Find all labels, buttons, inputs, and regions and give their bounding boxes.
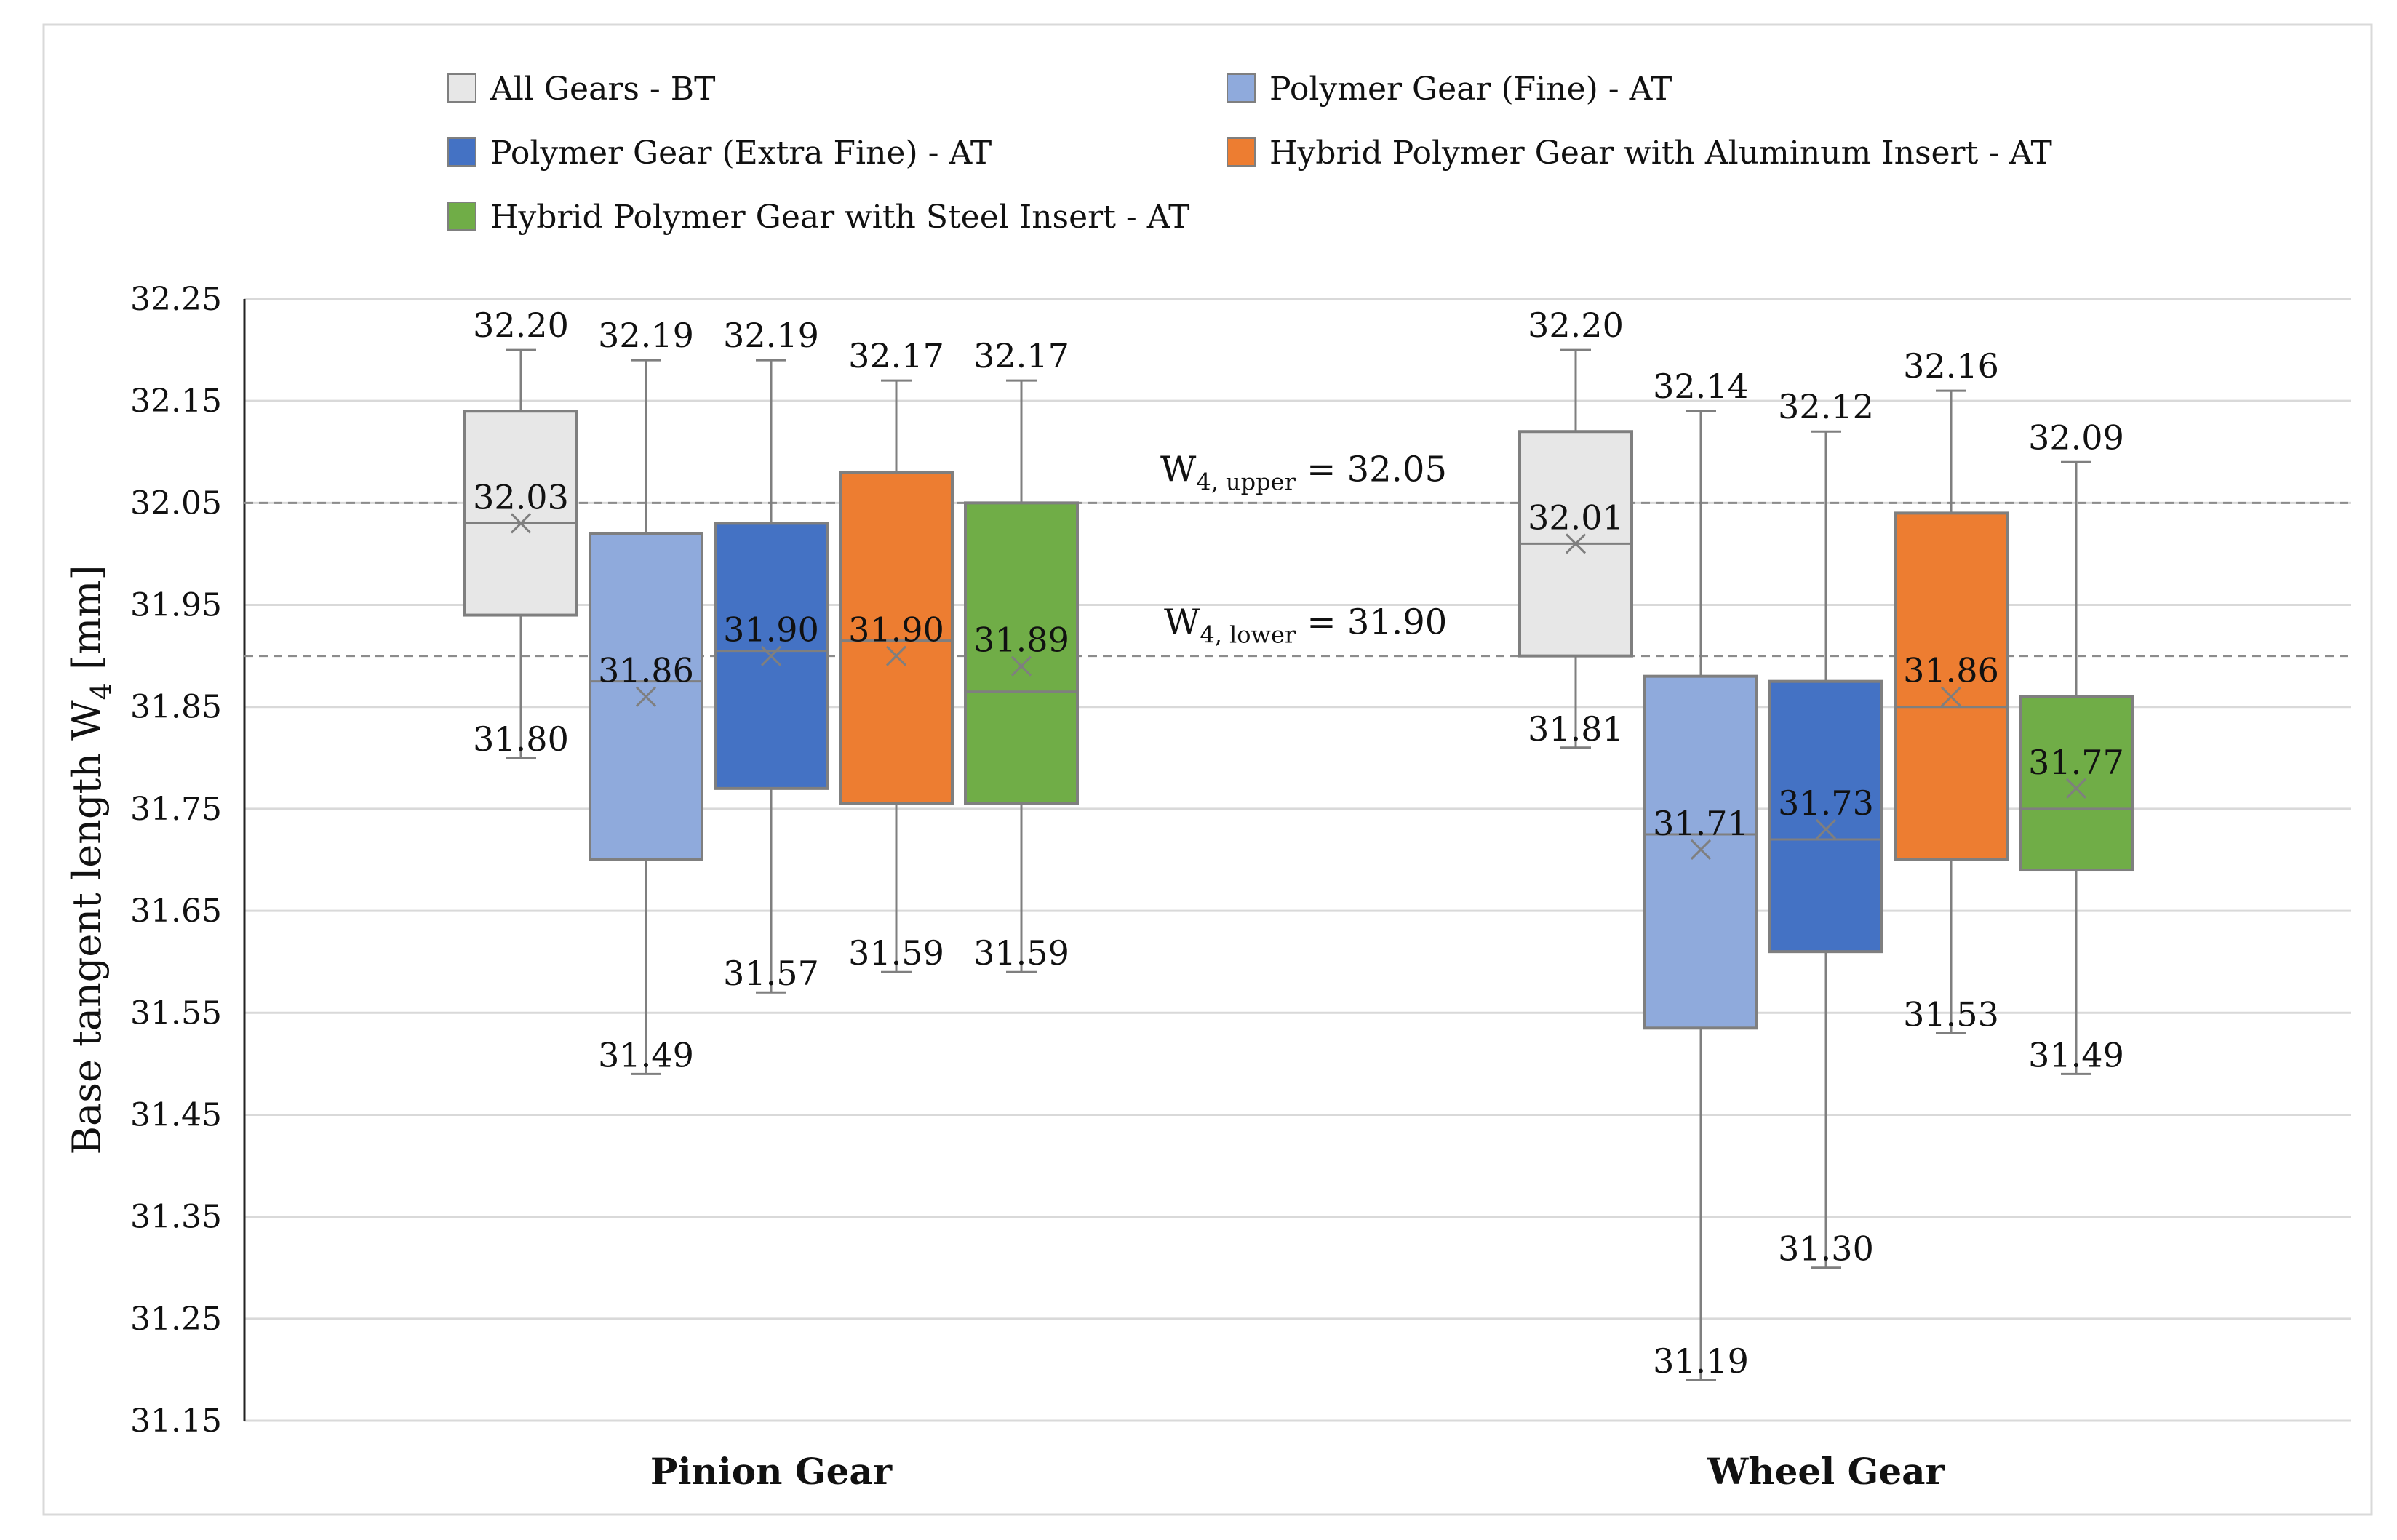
y-tick-label: 32.05 (130, 484, 222, 522)
category-labels: Pinion Gear Wheel Gear (650, 1450, 1945, 1493)
box-series (463, 348, 2134, 1381)
label-max: 32.09 (2028, 418, 2124, 457)
y-tick-label: 31.85 (130, 689, 222, 726)
box-1-4 (2019, 460, 2134, 1075)
label-max: 32.20 (473, 306, 569, 345)
label-min: 31.19 (1653, 1341, 1749, 1381)
threshold-label: W4, lower = 31.90 (1164, 602, 1447, 649)
box-body (463, 410, 578, 617)
data-labels: 32.20 32.03 31.80 32.20 32.01 31.81 32.19 31.86… (473, 306, 2124, 1381)
threshold-label: W4, upper = 32.05 (1160, 449, 1447, 495)
box-1-1 (1643, 410, 1758, 1381)
label-mean: 31.90 (723, 610, 819, 650)
legend-swatch (447, 73, 476, 103)
label-max: 32.17 (848, 336, 944, 375)
y-tick-label: 31.35 (130, 1199, 222, 1236)
legend-item: All Gears - BT (447, 71, 715, 108)
box-1-2 (1768, 430, 1883, 1269)
box-0-0 (463, 348, 578, 759)
y-axis-label: Base tangent length W4 [mm] (64, 564, 117, 1154)
label-mean: 31.89 (973, 621, 1069, 660)
category-label: Pinion Gear (650, 1450, 893, 1493)
box-body (839, 471, 954, 805)
y-tick-label: 31.15 (130, 1403, 222, 1440)
mean-marker (1010, 655, 1032, 677)
label-min: 31.49 (598, 1035, 694, 1074)
box-body (1643, 674, 1758, 1030)
legend-label: Polymer Gear (Extra Fine) - AT (490, 135, 992, 172)
y-tick-label: 31.25 (130, 1301, 222, 1338)
label-min: 31.80 (473, 719, 569, 759)
mean-marker (2065, 778, 2087, 799)
mean-marker (885, 645, 907, 666)
box-body (1894, 511, 2009, 862)
mean-marker (1565, 533, 1587, 554)
legend-label: Hybrid Polymer Gear with Steel Insert - … (490, 199, 1189, 236)
label-min: 31.57 (723, 954, 819, 993)
legend-label: Hybrid Polymer Gear with Aluminum Insert… (1269, 135, 2052, 172)
label-min: 31.59 (848, 933, 944, 973)
label-min: 31.53 (1903, 994, 1999, 1034)
legend-swatch (447, 202, 476, 231)
label-mean: 31.73 (1778, 783, 1874, 823)
label-mean: 32.01 (1528, 498, 1624, 537)
label-min: 31.49 (2028, 1035, 2124, 1074)
y-tick-label: 31.55 (130, 994, 222, 1032)
mean-marker (1940, 686, 1962, 707)
mean-marker (760, 645, 782, 666)
label-mean: 31.77 (2028, 743, 2124, 782)
mean-marker (1690, 839, 1712, 861)
box-1-0 (1518, 348, 1633, 749)
label-max: 32.12 (1778, 387, 1874, 426)
y-tick-label: 32.25 (130, 281, 222, 318)
mean-marker (635, 686, 657, 707)
box-body (964, 501, 1079, 805)
box-1-3 (1894, 389, 2009, 1034)
label-min: 31.81 (1528, 709, 1624, 749)
legend-swatch (1227, 73, 1256, 103)
box-0-4 (964, 379, 1079, 973)
label-max: 32.14 (1653, 367, 1749, 406)
legend-item: Polymer Gear (Extra Fine) - AT (447, 135, 992, 172)
legend-label: Polymer Gear (Fine) - AT (1269, 71, 1672, 108)
label-max: 32.17 (973, 336, 1069, 375)
label-mean: 31.71 (1653, 804, 1749, 843)
label-mean: 31.86 (598, 651, 694, 690)
label-mean: 32.03 (473, 477, 569, 516)
label-max: 32.16 (1903, 346, 1999, 386)
box-body (2019, 695, 2134, 872)
label-max: 32.19 (723, 316, 819, 355)
y-tick-label: 31.95 (130, 587, 222, 624)
label-mean: 31.90 (848, 610, 944, 650)
y-tick-label: 31.45 (130, 1096, 222, 1133)
y-tick-label: 31.75 (130, 791, 222, 828)
box-0-3 (839, 379, 954, 973)
box-0-1 (589, 359, 703, 1075)
label-mean: 31.86 (1903, 651, 1999, 690)
y-tick-label: 31.65 (130, 893, 222, 930)
label-max: 32.19 (598, 316, 694, 355)
legend: All Gears - BT Polymer Gear (Fine) - AT Po… (447, 71, 2052, 236)
legend-item: Hybrid Polymer Gear with Aluminum Insert… (1227, 135, 2052, 172)
legend-item: Polymer Gear (Fine) - AT (1227, 71, 1672, 108)
legend-label: All Gears - BT (490, 71, 715, 108)
label-min: 31.30 (1778, 1229, 1874, 1269)
category-label: Wheel Gear (1707, 1450, 1945, 1493)
y-tick-label: 32.15 (130, 383, 222, 420)
legend-item: Hybrid Polymer Gear with Steel Insert - … (447, 199, 1189, 236)
legend-swatch (1227, 137, 1256, 167)
box-0-2 (714, 359, 829, 994)
label-max: 32.20 (1528, 306, 1624, 345)
mean-marker (510, 513, 532, 534)
mean-marker (1815, 818, 1837, 840)
label-min: 31.59 (973, 933, 1069, 973)
box-body (1768, 679, 1883, 954)
legend-swatch (447, 137, 476, 167)
y-axis-ticks: 31.15 31.25 31.35 31.45 31.55 31.65 31.75 31.85… (130, 281, 222, 1440)
